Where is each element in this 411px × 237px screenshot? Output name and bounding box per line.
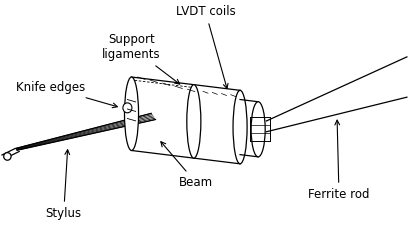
- Ellipse shape: [251, 102, 265, 157]
- Text: Beam: Beam: [161, 142, 213, 189]
- Ellipse shape: [4, 153, 11, 160]
- Text: Support
ligaments: Support ligaments: [102, 33, 180, 84]
- Text: Knife edges: Knife edges: [16, 81, 118, 108]
- Text: LVDT coils: LVDT coils: [175, 5, 236, 89]
- Ellipse shape: [123, 103, 132, 113]
- Text: Stylus: Stylus: [46, 150, 82, 220]
- Ellipse shape: [187, 85, 201, 158]
- Text: Ferrite rod: Ferrite rod: [308, 120, 370, 201]
- Ellipse shape: [233, 90, 247, 164]
- Ellipse shape: [125, 77, 139, 150]
